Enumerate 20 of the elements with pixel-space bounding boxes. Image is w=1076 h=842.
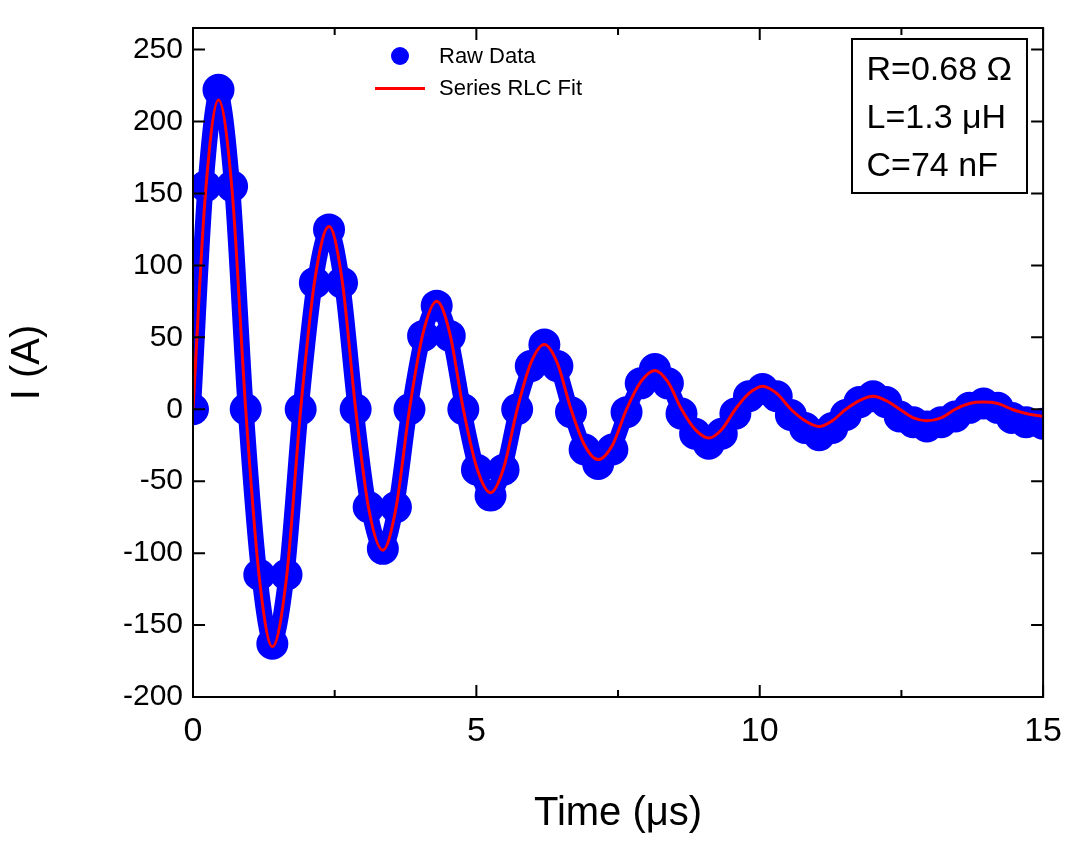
y-tick-label: -100: [122, 534, 183, 568]
x-axis-title: Time (μs): [533, 789, 703, 834]
y-tick-label: 50: [149, 318, 183, 352]
legend-label: Raw Data: [439, 42, 536, 70]
y-axis-title: I (A): [3, 324, 48, 401]
y-tick-label: 0: [166, 390, 183, 424]
x-tick-label: 10: [740, 709, 779, 748]
y-tick-label: 200: [132, 102, 183, 136]
annotation: C=74 nF: [866, 144, 999, 185]
y-tick-label: 100: [132, 246, 183, 280]
annotation: R=0.68 Ω: [866, 48, 1012, 89]
annotation: L=1.3 μH: [866, 96, 1008, 137]
y-tick-label: 150: [132, 174, 183, 208]
y-tick-label: -150: [122, 606, 183, 640]
y-tick-label: -200: [122, 678, 183, 712]
legend-label: Series RLC Fit: [439, 74, 583, 102]
y-tick-label: 250: [132, 30, 183, 64]
x-tick-label: 15: [1024, 709, 1062, 748]
x-tick-label: 5: [466, 709, 486, 748]
y-tick-label: -50: [139, 462, 183, 496]
